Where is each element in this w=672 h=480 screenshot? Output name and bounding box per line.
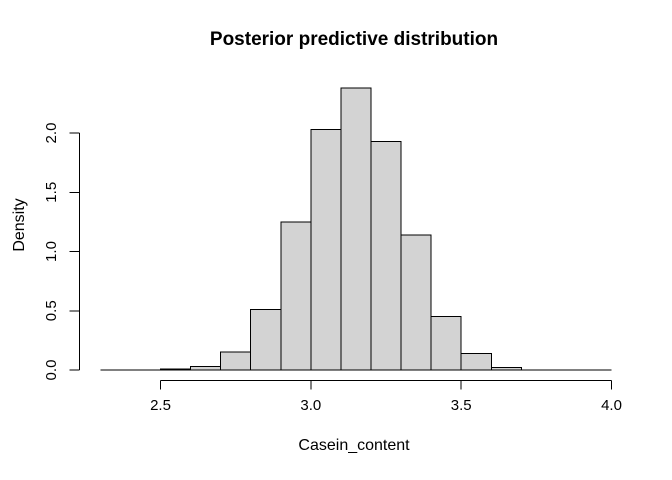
histogram-bar: [250, 309, 282, 371]
chart-title: Posterior predictive distribution: [210, 29, 498, 50]
x-tick-label: 3.0: [300, 397, 321, 414]
y-tick-label: 0.0: [43, 360, 60, 381]
y-tick-label: 1.5: [43, 182, 60, 203]
histogram-bar: [370, 140, 402, 371]
x-tick-label: 2.5: [150, 397, 171, 414]
histogram-bar: [190, 365, 222, 371]
y-axis: 0.0 0.5 1.0 1.5 2.0: [43, 123, 80, 381]
histogram-bars: [100, 87, 612, 371]
histogram-bar: [310, 128, 342, 371]
x-tick-label: 3.5: [451, 397, 472, 414]
x-tick-label: 4.0: [601, 397, 622, 414]
x-axis: 2.5 3.0 3.5 4.0: [150, 380, 622, 414]
y-tick-label: 0.5: [43, 300, 60, 321]
y-tick-label: 1.0: [43, 241, 60, 262]
histogram-bar: [400, 234, 432, 371]
histogram-bar: [220, 351, 252, 371]
histogram-bar: [280, 221, 312, 371]
y-axis-label: Density: [11, 198, 28, 251]
histogram-bar: [430, 316, 462, 371]
histogram-bar: [340, 87, 372, 371]
histogram-bar: [490, 367, 522, 371]
histogram-bar: [460, 352, 492, 371]
x-axis-label: Casein_content: [298, 437, 410, 454]
y-tick-label: 2.0: [43, 123, 60, 144]
histogram-bar: [160, 368, 192, 371]
